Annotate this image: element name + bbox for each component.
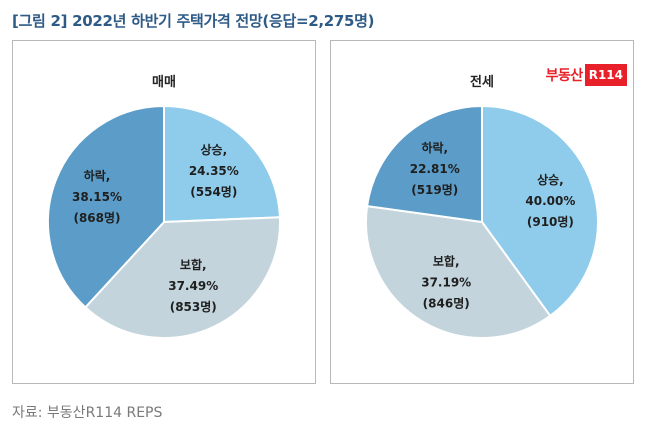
chart-panel-jeonse: 부동산 R114 전세 상승, 40.00% (910명) 보합, 37.19% (846… <box>330 40 634 384</box>
pie-slice-jeonse-flat <box>365 204 552 339</box>
pie-label-sale-down-name: 하락, <box>84 168 111 183</box>
brand-logo: 부동산 R114 <box>546 63 627 87</box>
pie-label-jeonse-up-name: 상승, <box>537 172 564 187</box>
chart-title-sale: 매매 <box>152 75 176 90</box>
pie-label-jeonse-up-count: (910명) <box>527 215 574 229</box>
pie-label-sale-up-pct: 24.35% <box>189 164 239 178</box>
pie-label-jeonse-up-pct: 40.00% <box>525 194 575 208</box>
pie-label-sale-flat-count: (853명) <box>170 300 217 314</box>
pie-label-sale-flat-pct: 37.49% <box>168 279 218 293</box>
chart-panel-sale: 매매 상승, 24.35% (554명) 보합, 37.49% (853명) 하락, 38.1… <box>12 40 316 384</box>
pie-chart-jeonse: 상승, 40.00% (910명) 보합, 37.19% (846명) 하락, 22.81% (… <box>365 104 599 339</box>
pie-label-jeonse-down-name: 하락, <box>421 140 448 155</box>
pie-slice-sale-down <box>47 104 165 309</box>
pie-label-jeonse-down-pct: 22.81% <box>410 162 460 176</box>
pie-label-sale-down-pct: 38.15% <box>72 190 122 204</box>
pie-label-sale-up-count: (554명) <box>190 185 237 199</box>
source-note: 자료: 부동산R114 REPS <box>12 405 163 421</box>
chart-title-jeonse: 전세 <box>470 75 494 90</box>
pie-slice-jeonse-up <box>481 104 599 318</box>
pie-label-jeonse-flat-count: (846명) <box>423 297 470 311</box>
pie-label-jeonse-down-count: (519명) <box>411 183 458 197</box>
figure-title: [그림 2] 2022년 하반기 주택가격 전망(응답=2,275명) <box>12 12 375 30</box>
pie-slice-jeonse-down <box>365 104 483 224</box>
brand-logo-text: 부동산 <box>545 68 584 84</box>
pie-chart-sale: 상승, 24.35% (554명) 보합, 37.49% (853명) 하락, 38.15% (… <box>47 104 281 339</box>
pie-label-sale-up-name: 상승, <box>200 142 227 157</box>
pie-label-sale-down-count: (868명) <box>73 211 120 225</box>
pie-slice-sale-flat <box>83 216 281 339</box>
pie-label-jeonse-flat-name: 보합, <box>433 254 460 269</box>
pie-label-sale-flat-name: 보합, <box>180 257 207 272</box>
pie-label-jeonse-flat-pct: 37.19% <box>421 276 471 290</box>
brand-logo-box: R114 <box>584 64 627 86</box>
pie-slice-sale-up <box>163 104 281 224</box>
